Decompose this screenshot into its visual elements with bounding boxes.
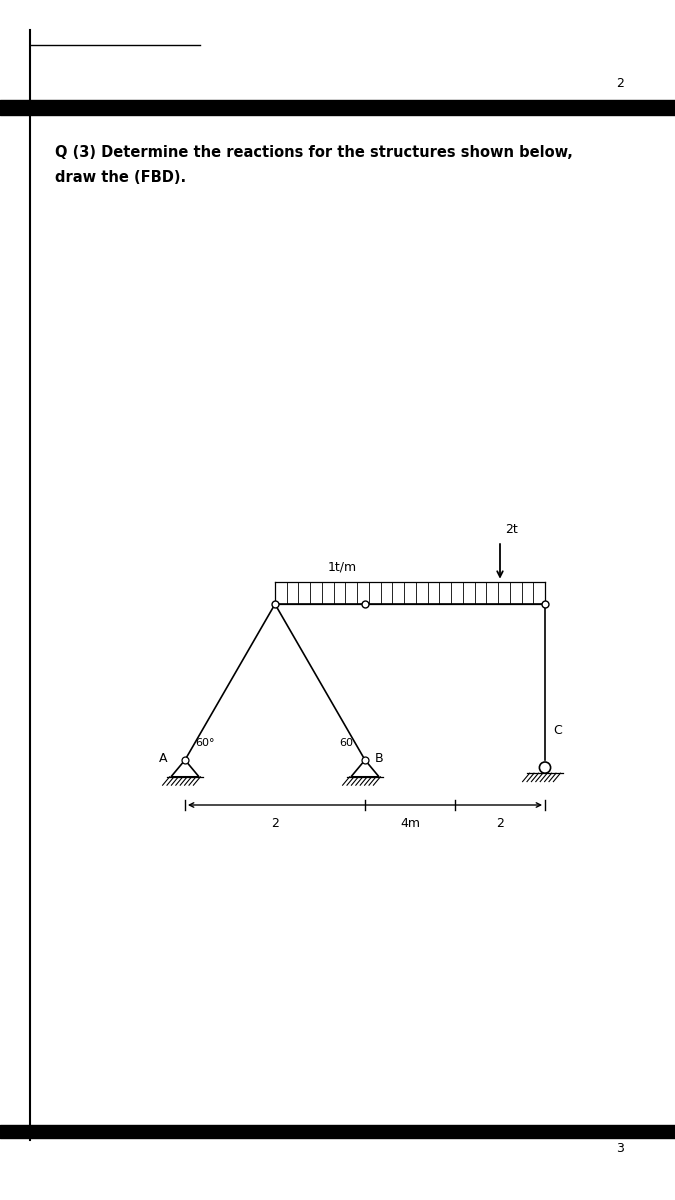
Text: 2: 2 (616, 77, 624, 90)
Text: A: A (159, 751, 167, 764)
Text: 3: 3 (616, 1142, 624, 1154)
Text: 4m: 4m (400, 817, 420, 830)
Text: 2: 2 (496, 817, 504, 830)
Text: B: B (375, 751, 383, 764)
Text: C: C (553, 724, 562, 737)
Text: 60°: 60° (195, 738, 215, 748)
Text: 2: 2 (271, 817, 279, 830)
Text: 60: 60 (339, 738, 353, 748)
Text: 1t/m: 1t/m (328, 560, 357, 574)
Text: Q (3) Determine the reactions for the structures shown below,: Q (3) Determine the reactions for the st… (55, 145, 573, 160)
Text: 2t: 2t (505, 523, 518, 536)
Text: draw the (FBD).: draw the (FBD). (55, 170, 186, 185)
